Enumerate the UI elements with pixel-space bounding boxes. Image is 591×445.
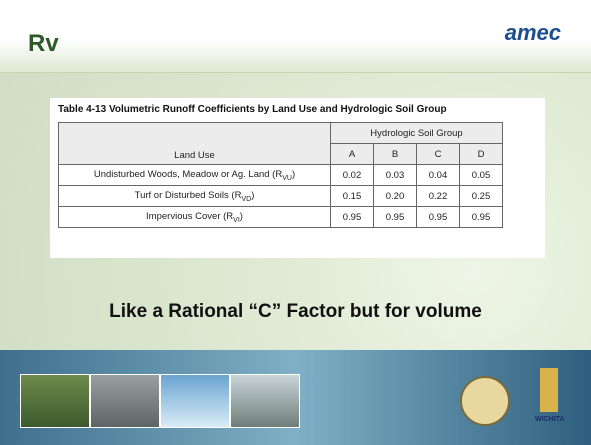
label-text: ): [251, 190, 254, 201]
label-text: Impervious Cover (R: [146, 211, 233, 222]
city-logo: [540, 368, 558, 412]
column-header: B: [374, 144, 417, 165]
label-text: ): [240, 211, 243, 222]
cell: 0.22: [417, 186, 460, 207]
table-row: Undisturbed Woods, Meadow or Ag. Land (R…: [59, 165, 503, 186]
cell: 0.95: [460, 207, 503, 228]
table-caption: Table 4-13 Volumetric Runoff Coefficient…: [58, 104, 447, 115]
photo: [20, 374, 90, 428]
cell: 0.02: [331, 165, 374, 186]
cell: 0.95: [331, 207, 374, 228]
column-header: C: [417, 144, 460, 165]
cell: 0.95: [374, 207, 417, 228]
column-header: D: [460, 144, 503, 165]
header: Rv amec: [0, 0, 591, 73]
table-box: Table 4-13 Volumetric Runoff Coefficient…: [50, 98, 545, 258]
label-text: ): [292, 169, 295, 180]
label-text: Undisturbed Woods, Meadow or Ag. Land (R: [94, 169, 282, 180]
label-subscript: VU: [282, 174, 292, 181]
row-label: Turf or Disturbed Soils (RVD): [59, 186, 331, 207]
photo: [230, 374, 300, 428]
photo: [160, 374, 230, 428]
column-header: A: [331, 144, 374, 165]
photo: [90, 374, 160, 428]
slide: Rv amec Table 4-13 Volumetric Runoff Coe…: [0, 0, 591, 445]
cell: 0.20: [374, 186, 417, 207]
seal: [460, 376, 510, 426]
cell: 0.04: [417, 165, 460, 186]
cell: 0.95: [417, 207, 460, 228]
cell: 0.05: [460, 165, 503, 186]
city-name: WICHITA: [535, 416, 564, 423]
row-label: Impervious Cover (RVI): [59, 207, 331, 228]
group-header: Hydrologic Soil Group: [331, 123, 503, 144]
label-text: Turf or Disturbed Soils (R: [135, 190, 242, 201]
logo: amec: [505, 20, 561, 46]
row-label: Undisturbed Woods, Meadow or Ag. Land (R…: [59, 165, 331, 186]
footer: WICHITA: [0, 350, 591, 445]
label-subscript: VD: [241, 195, 251, 202]
cell: 0.03: [374, 165, 417, 186]
cell: 0.25: [460, 186, 503, 207]
subtitle: Like a Rational “C” Factor but for volum…: [0, 301, 591, 323]
cell: 0.15: [331, 186, 374, 207]
label-subscript: VI: [233, 216, 240, 223]
column-header: Land Use: [59, 123, 331, 165]
slide-title: Rv: [28, 30, 59, 58]
